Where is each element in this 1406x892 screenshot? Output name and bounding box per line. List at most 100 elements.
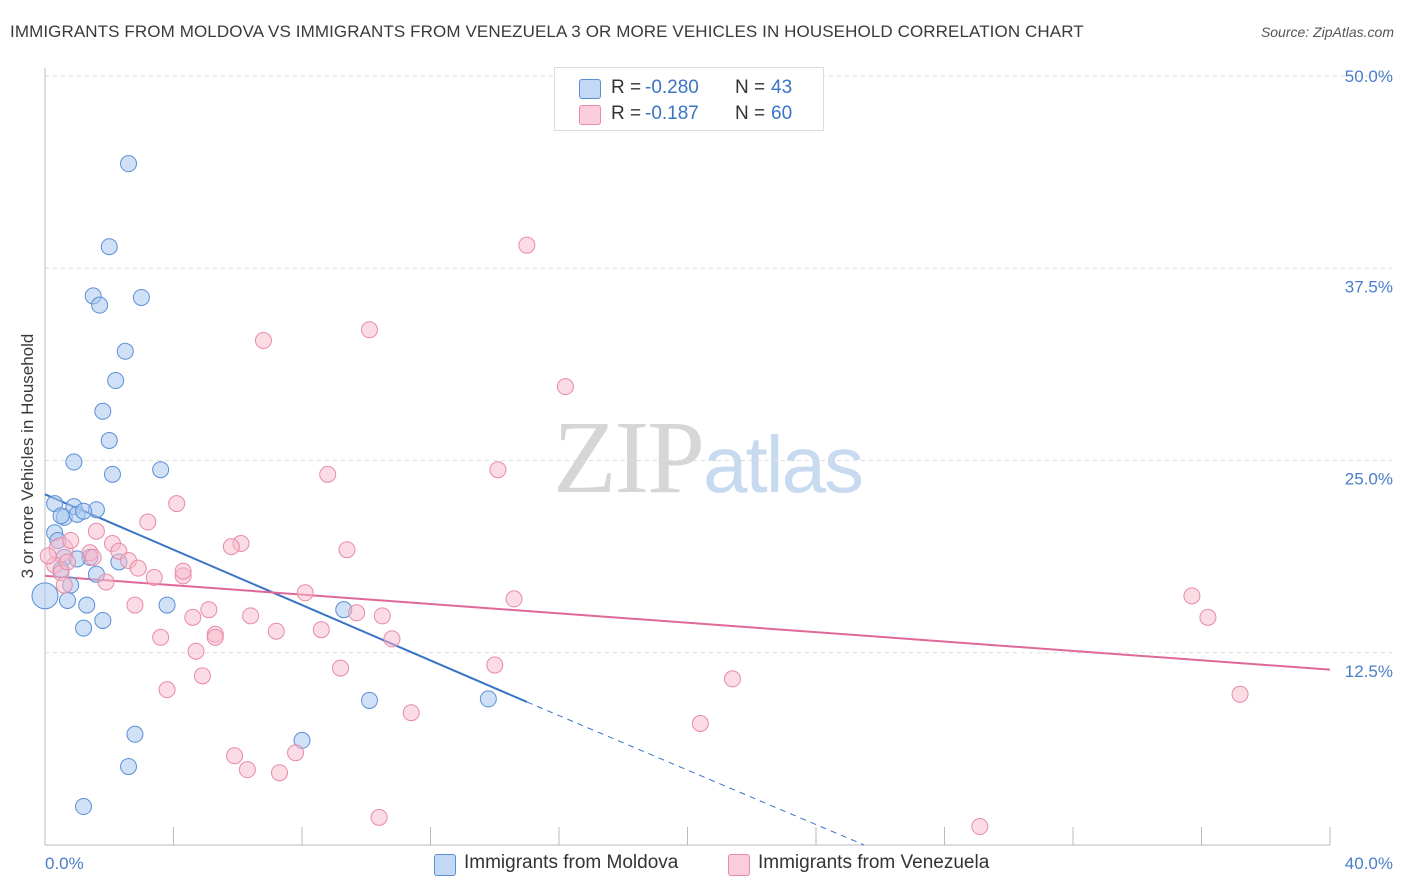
venezuela-point (505, 590, 523, 608)
venezuela-point (296, 584, 314, 602)
venezuela-point (187, 642, 205, 660)
watermark-zip: ZIP (553, 400, 705, 515)
venezuela-point (158, 681, 176, 699)
watermark-atlas: atlas (703, 420, 864, 509)
venezuela-point (360, 321, 378, 339)
moldova-point (120, 758, 138, 776)
moldova-point (78, 596, 96, 614)
venezuela-point (556, 378, 574, 396)
venezuela-point (254, 332, 272, 350)
moldova-point (75, 502, 93, 520)
venezuela-point (287, 744, 305, 762)
correlation-legend: R = -0.280 N = 43 R = -0.187 N = 60 (554, 67, 824, 131)
venezuela-point (55, 576, 73, 594)
venezuela-point (1199, 608, 1217, 626)
moldova-point (103, 465, 121, 483)
legend-n-value: 60 (771, 103, 793, 124)
moldova-point (65, 453, 83, 471)
grid-lines (45, 75, 1392, 654)
trend-lines (44, 493, 1331, 846)
venezuela-point (348, 604, 366, 622)
venezuela-point (971, 818, 989, 836)
x-tick-label: 0.0% (45, 854, 84, 873)
trend-line-venezuela (44, 574, 1331, 671)
venezuela-point (1183, 587, 1201, 605)
venezuela-point (486, 656, 504, 674)
venezuela-point (168, 495, 186, 513)
legend-swatch-venezuela (728, 854, 750, 876)
venezuela-point (145, 568, 163, 586)
trend-line-moldova (44, 493, 528, 703)
venezuela-point (312, 621, 330, 639)
legend-r-label: R = (611, 103, 642, 124)
legend-swatch-moldova (434, 854, 456, 876)
moldova-point (100, 432, 118, 450)
venezuela-point (242, 607, 260, 625)
venezuela-point (58, 553, 76, 571)
venezuela-point (200, 601, 218, 619)
venezuela-point (62, 531, 80, 549)
venezuela-point (174, 562, 192, 580)
venezuela-point (206, 628, 224, 646)
venezuela-point (723, 670, 741, 688)
series-moldova-points (31, 155, 497, 816)
legend-n-label: N = (735, 77, 766, 98)
moldova-point (158, 596, 176, 614)
moldova-point (94, 611, 112, 629)
venezuela-point (489, 461, 507, 479)
legend-n-label: N = (735, 103, 766, 124)
moldova-point (31, 582, 59, 610)
venezuela-point (1231, 685, 1249, 703)
x-tick-label: 40.0% (1345, 854, 1393, 873)
moldova-point (75, 798, 93, 816)
venezuela-point (271, 764, 289, 782)
legend-r-label: R = (611, 77, 642, 98)
moldova-point (116, 342, 134, 360)
legend-label-moldova: Immigrants from Moldova (464, 852, 679, 873)
y-tick-label: 37.5% (1345, 277, 1393, 296)
venezuela-point (319, 465, 337, 483)
legend-label-venezuela: Immigrants from Venezuela (758, 852, 990, 873)
source-attribution: Source: ZipAtlas.com (1260, 24, 1394, 40)
venezuela-point (39, 547, 57, 565)
venezuela-point (691, 714, 709, 732)
moldova-point (120, 155, 138, 173)
venezuela-point (267, 622, 285, 640)
venezuela-point (402, 704, 420, 722)
venezuela-point (222, 538, 240, 556)
watermark: ZIPatlas (553, 398, 864, 517)
venezuela-point (152, 628, 170, 646)
venezuela-point (193, 667, 211, 685)
y-tick-label: 25.0% (1345, 470, 1393, 489)
venezuela-point (97, 573, 115, 591)
legend-swatch-venezuela (579, 105, 601, 125)
venezuela-point (84, 548, 102, 566)
venezuela-point (129, 559, 147, 577)
venezuela-point (370, 808, 388, 826)
moldova-point (58, 591, 76, 609)
series-venezuela-points (39, 236, 1249, 836)
y-tick-label: 12.5% (1345, 662, 1393, 681)
moldova-point (94, 402, 112, 420)
venezuela-point (184, 608, 202, 626)
venezuela-point (383, 630, 401, 648)
chart-title: IMMIGRANTS FROM MOLDOVA VS IMMIGRANTS FR… (10, 22, 1084, 41)
moldova-point (126, 725, 144, 743)
moldova-point (107, 372, 125, 390)
moldova-point (479, 690, 497, 708)
legend-r-value: -0.280 (645, 77, 699, 98)
legend-swatch-moldova (579, 79, 601, 99)
venezuela-point (338, 541, 356, 559)
moldova-point (75, 619, 93, 637)
venezuela-point (373, 607, 391, 625)
axes (44, 68, 1331, 846)
venezuela-point (139, 513, 157, 531)
moldova-point (152, 461, 170, 479)
legend-r-value: -0.187 (645, 103, 699, 124)
y-tick-label: 50.0% (1345, 67, 1393, 86)
venezuela-point (126, 596, 144, 614)
series-legend: Immigrants from Moldova Immigrants from … (0, 852, 1406, 878)
legend-n-value: 43 (771, 77, 793, 98)
venezuela-point (226, 747, 244, 765)
